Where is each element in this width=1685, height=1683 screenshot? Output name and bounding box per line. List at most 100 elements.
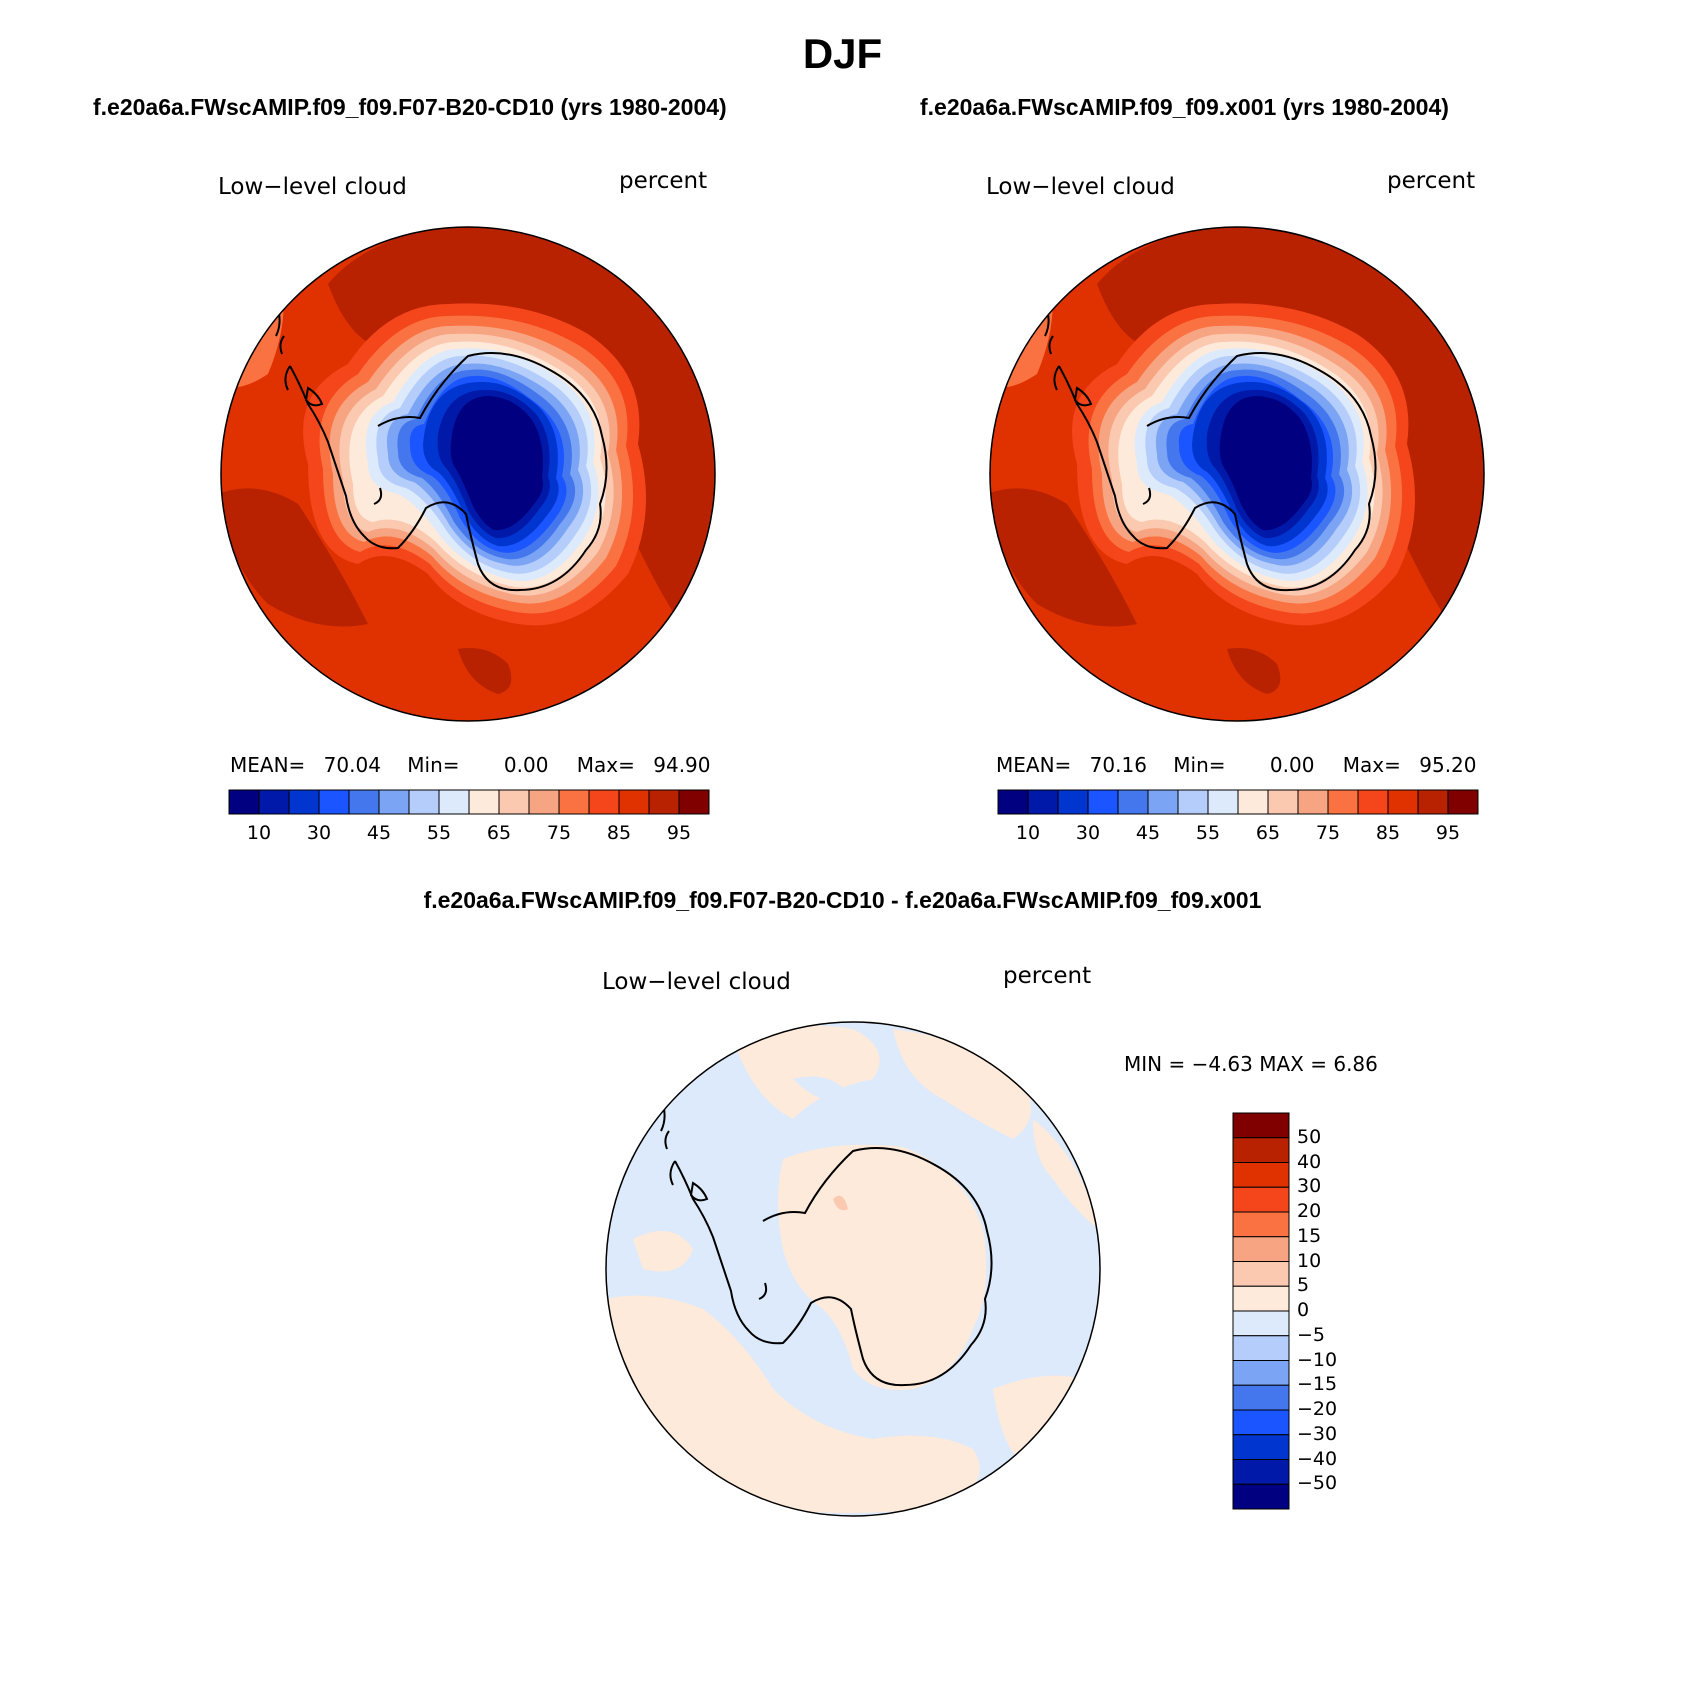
right-colorbar-cell [1417, 789, 1449, 815]
diff-field-label: Low−level cloud [602, 969, 791, 995]
left-colorbar-cell [678, 789, 710, 815]
right-colorbar [997, 789, 1479, 815]
left-colorbar-tick-label: 10 [246, 822, 272, 844]
diff-colorbar-cell [1232, 1310, 1290, 1337]
diff-colorbar-cell [1232, 1459, 1290, 1485]
left-max-label: Max= [576, 753, 635, 777]
left-colorbar-cell [228, 789, 260, 815]
diff-colorbar-cell [1232, 1285, 1290, 1312]
diff-colorbar-tick-label: 0 [1297, 1299, 1310, 1321]
diff-colorbar-tick-label: −5 [1297, 1323, 1326, 1346]
figure-title: DJF [802, 30, 883, 77]
diff-colorbar-cell [1232, 1360, 1290, 1386]
left-colorbar-tick-label: 85 [606, 822, 632, 844]
left-max-value: 94.90 [653, 753, 711, 777]
left-colorbar-tick-label: 45 [366, 822, 392, 844]
diff-colorbar-cell [1232, 1409, 1290, 1436]
diff-colorbar-tick-label: −30 [1297, 1422, 1338, 1445]
right-colorbar-cell [1147, 789, 1179, 815]
right-colorbar-cell [1327, 789, 1359, 815]
right-stats: MEAN= 70.16 Min= 0.00 Max= 95.20 [996, 753, 1477, 777]
right-colorbar-tick-label: 45 [1135, 822, 1161, 844]
diff-colorbar-tick-label: −40 [1297, 1447, 1338, 1470]
diff-colorbar-tick-label: 50 [1297, 1125, 1322, 1148]
left-colorbar-cell [318, 789, 350, 815]
right-mean-value: 70.16 [1089, 753, 1147, 777]
diff-units-label: percent [1003, 963, 1092, 989]
diff-colorbar-cell [1232, 1236, 1290, 1262]
left-colorbar-cell [378, 789, 410, 815]
left-colorbar-cell [408, 789, 440, 815]
right-colorbar-cell [1267, 789, 1299, 815]
right-units-label: percent [1387, 168, 1476, 194]
left-colorbar-cell [468, 789, 500, 815]
left-colorbar-cell [648, 789, 680, 815]
right-colorbar-cell [1387, 789, 1419, 815]
diff-colorbar-tick-label: 5 [1297, 1274, 1310, 1297]
right-colorbar-cell [1057, 789, 1089, 815]
right-colorbar-tick-label: 30 [1075, 822, 1101, 844]
left-colorbar-cell [258, 789, 290, 815]
right-colorbar-cell [1297, 789, 1329, 815]
left-colorbar-tick-label: 75 [546, 822, 572, 844]
left-colorbar-cell [288, 789, 320, 815]
right-colorbar-tick-label: 65 [1255, 822, 1281, 844]
diff-colorbar-tick-label: −10 [1297, 1348, 1338, 1371]
diff-map [605, 1021, 1101, 1517]
diff-colorbar [1232, 1112, 1290, 1510]
diff-colorbar-tick-label: −15 [1297, 1373, 1338, 1396]
left-min-label: Min= [407, 753, 460, 777]
diff-colorbar-cell [1232, 1186, 1290, 1213]
diff-panel-title: f.e20a6a.FWscAMIP.f09_f09.F07-B20-CD10 -… [423, 887, 1262, 913]
right-colorbar-cell [1447, 789, 1479, 815]
right-colorbar-tick-label: 10 [1015, 822, 1041, 844]
left-colorbar-cell [558, 789, 590, 815]
left-field-label: Low−level cloud [218, 174, 407, 200]
diff-colorbar-tick-label: 15 [1297, 1224, 1322, 1247]
diff-colorbar-tick-label: 10 [1297, 1249, 1322, 1272]
diff-colorbar-cell [1232, 1384, 1290, 1411]
right-colorbar-cell [1177, 789, 1209, 815]
right-panel-title: f.e20a6a.FWscAMIP.f09_f09.x001 (yrs 1980… [920, 94, 1449, 120]
left-min-value: 0.00 [503, 753, 549, 777]
right-colorbar-cell [1357, 789, 1389, 815]
diff-colorbar-tick-label: 20 [1297, 1200, 1322, 1222]
right-colorbar-cell [1027, 789, 1059, 815]
diff-colorbar-cell [1232, 1137, 1290, 1163]
diff-stats: MIN = −4.63 MAX = 6.86 [1124, 1052, 1378, 1076]
left-mean-value: 70.04 [323, 753, 381, 777]
diff-colorbar-cell [1232, 1162, 1290, 1188]
diff-colorbar-cell [1232, 1483, 1290, 1510]
diff-colorbar-cell [1232, 1335, 1290, 1361]
right-colorbar-tick-label: 55 [1195, 822, 1221, 844]
right-colorbar-cell [1117, 789, 1149, 815]
left-units-label: percent [619, 168, 708, 194]
left-colorbar-cell [438, 789, 470, 815]
diff-colorbar-cell [1232, 1434, 1290, 1460]
right-mean-label: MEAN= [996, 753, 1072, 777]
diff-colorbar-cell [1232, 1211, 1290, 1238]
left-map [220, 226, 716, 722]
right-colorbar-tick-label: 75 [1315, 822, 1341, 844]
right-min-label: Min= [1173, 753, 1226, 777]
left-colorbar-cell [528, 789, 560, 815]
right-min-value: 0.00 [1269, 753, 1315, 777]
left-colorbar-cell [618, 789, 650, 815]
diff-colorbar-cell [1232, 1261, 1290, 1287]
diff-colorbar-tick-label: 30 [1297, 1175, 1322, 1198]
diff-colorbar-cell [1232, 1112, 1290, 1139]
left-colorbar-tick-label: 30 [306, 822, 332, 844]
diff-colorbar-tick-label: 40 [1297, 1150, 1322, 1173]
left-colorbar-cell [588, 789, 620, 815]
right-max-value: 95.20 [1419, 753, 1477, 777]
left-stats: MEAN= 70.04 Min= 0.00 Max= 94.90 [230, 753, 711, 777]
right-colorbar-cell [1207, 789, 1239, 815]
right-colorbar-tick-label: 85 [1375, 822, 1401, 844]
right-max-label: Max= [1342, 753, 1401, 777]
right-colorbar-cell [997, 789, 1029, 815]
left-colorbar-tick-label: 65 [486, 822, 512, 844]
left-colorbar-cell [348, 789, 380, 815]
left-colorbar-cell [498, 789, 530, 815]
diff-colorbar-tick-label: −20 [1297, 1398, 1338, 1420]
